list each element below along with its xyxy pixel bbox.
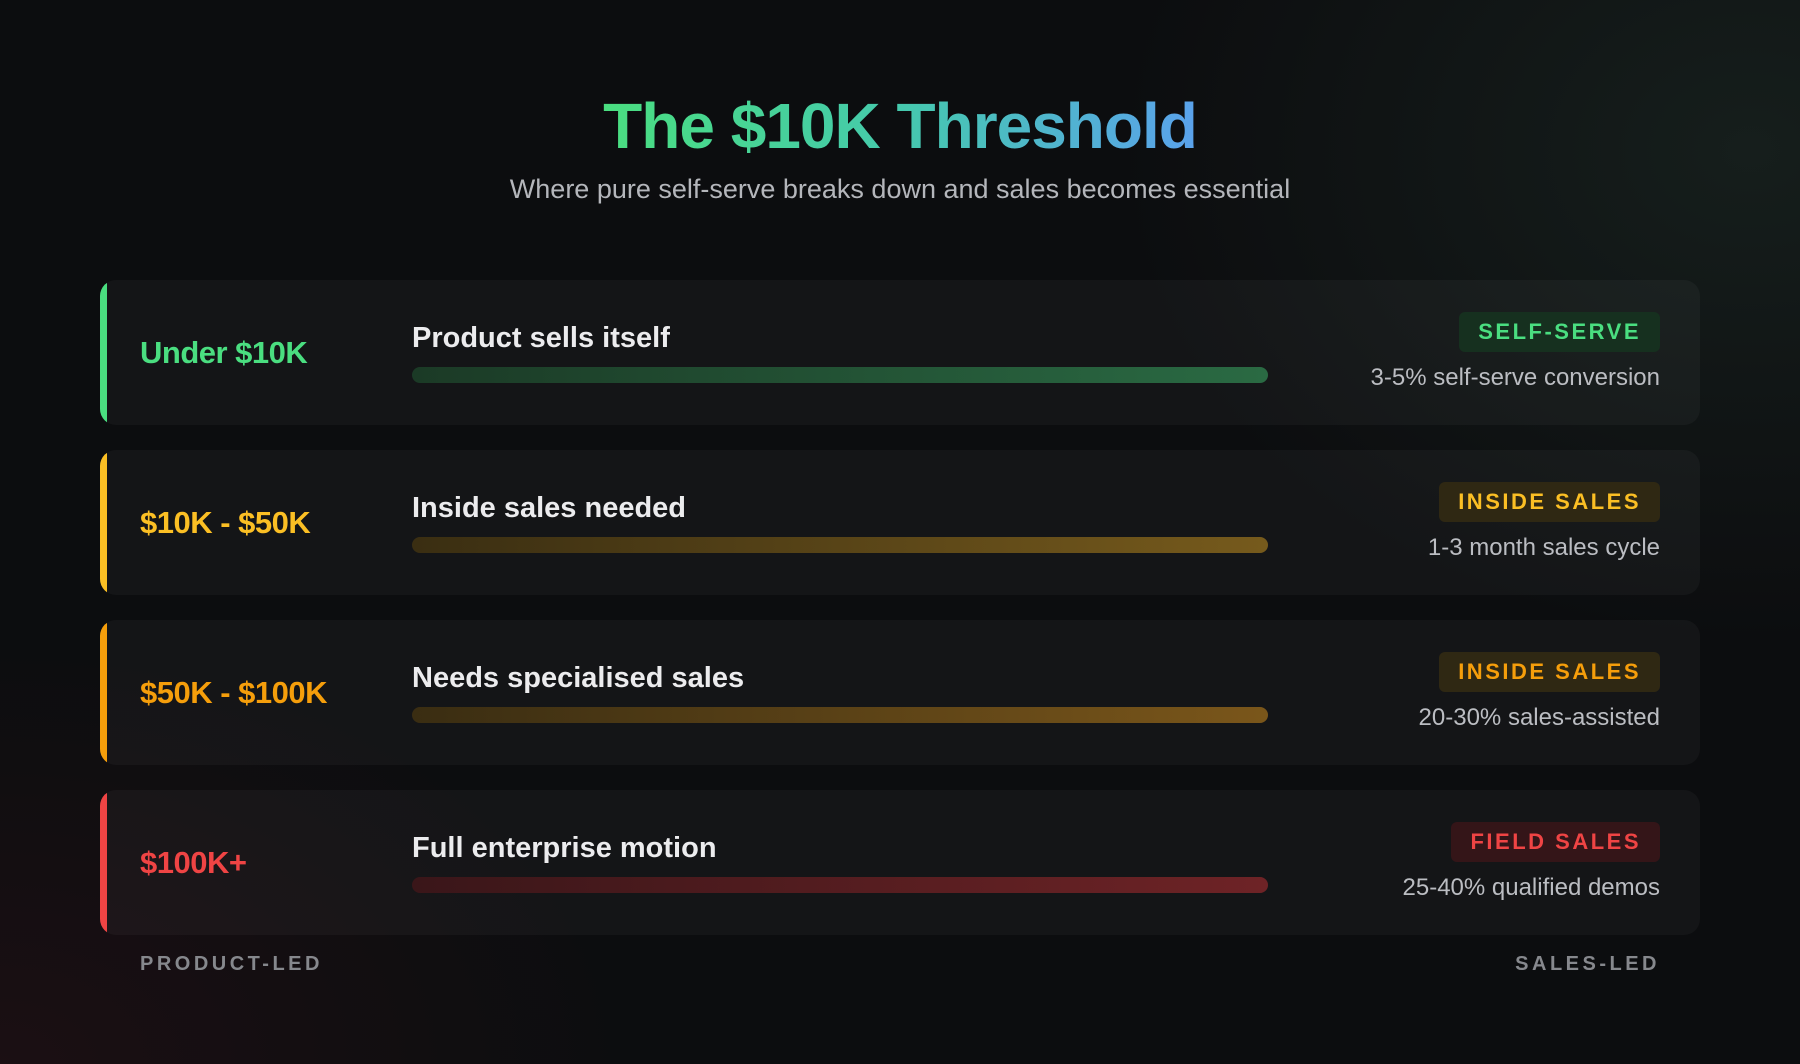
tier-gradient-bar <box>412 367 1268 383</box>
page-subtitle: Where pure self-serve breaks down and sa… <box>509 174 1291 204</box>
tier-accent-bar <box>100 280 107 425</box>
tier-description: Inside sales needed <box>412 492 687 524</box>
tier-row-100k-plus: $100K+ Full enterprise motion FIELD SALE… <box>100 790 1700 935</box>
tier-accent-bar <box>100 790 107 935</box>
tier-description: Needs specialised sales <box>412 662 745 694</box>
tier-description: Product sells itself <box>412 322 670 354</box>
tier-range: Under $10K <box>140 334 308 370</box>
page-title: The $10K Threshold <box>603 90 1198 162</box>
tier-range: $100K+ <box>140 844 247 880</box>
tier-gradient-bar <box>412 537 1268 553</box>
tier-range: $50K - $100K <box>140 674 328 710</box>
tier-row-50k-100k: $50K - $100K Needs specialised sales INS… <box>100 620 1700 765</box>
tier-badge: INSIDE SALES <box>1439 652 1660 692</box>
axis-label-sales-led: SALES-LED <box>1515 953 1660 975</box>
tier-metric: 20-30% sales-assisted <box>1418 704 1660 731</box>
axis-label-product-led: PRODUCT-LED <box>140 953 323 975</box>
tier-row-under-10k: Under $10K Product sells itself SELF-SER… <box>100 280 1700 425</box>
tier-row-10k-50k: $10K - $50K Inside sales needed INSIDE S… <box>100 450 1700 595</box>
tier-accent-bar <box>100 620 107 765</box>
tier-metric: 25-40% qualified demos <box>1402 874 1661 901</box>
tier-badge: SELF-SERVE <box>1459 312 1660 352</box>
tier-gradient-bar <box>412 707 1268 723</box>
tier-badge: FIELD SALES <box>1451 822 1660 862</box>
tier-range: $10K - $50K <box>140 504 311 540</box>
tier-accent-bar <box>100 450 107 595</box>
tier-list: Under $10K Product sells itself SELF-SER… <box>100 280 1700 960</box>
tier-metric: 3-5% self-serve conversion <box>1370 364 1660 391</box>
tier-description: Full enterprise motion <box>412 832 717 864</box>
tier-badge: INSIDE SALES <box>1439 482 1660 522</box>
tier-gradient-bar <box>412 877 1268 893</box>
tier-metric: 1-3 month sales cycle <box>1427 534 1660 561</box>
